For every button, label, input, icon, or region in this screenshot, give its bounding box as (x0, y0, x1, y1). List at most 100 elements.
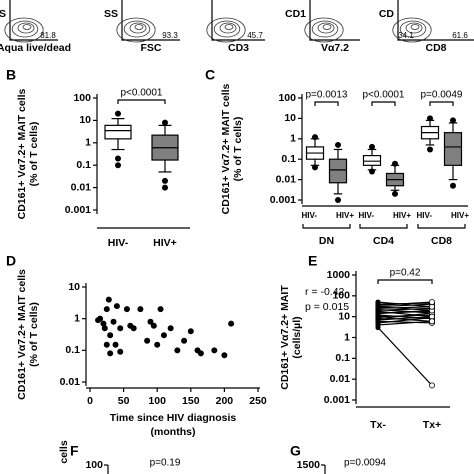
point (392, 190, 398, 197)
contour (17, 22, 35, 34)
group-label: CD8 (431, 235, 452, 247)
panel-label: G (290, 443, 301, 459)
point (162, 177, 168, 184)
point (115, 155, 121, 162)
gate-value: 93.3 (162, 31, 178, 40)
y-tick-label: 100 (278, 92, 296, 104)
x-tick-label: HIV+ (153, 237, 177, 249)
x-tick-label: Tx- (370, 419, 386, 431)
point (369, 168, 375, 175)
flow-x-label: FSC (141, 42, 162, 54)
y-tick-label: 1 (85, 137, 91, 149)
y-axis-label: CD161+ Vα7.2+ MAIT (279, 285, 291, 390)
bracket (314, 101, 339, 106)
x-tick-label: Tx+ (423, 419, 441, 431)
point-after (428, 382, 435, 389)
y-tick-label: 0.01 (60, 376, 81, 388)
contour (134, 24, 144, 30)
point (150, 322, 157, 329)
point (115, 110, 121, 117)
pair-line (377, 308, 433, 314)
x-tick-label: HIV- (358, 211, 374, 220)
point (197, 350, 204, 357)
x-tick-label: 200 (216, 395, 234, 407)
y-axis-label: CD161+ Vα7.2+ MAIT cells (16, 269, 28, 400)
pair-line (377, 306, 433, 309)
panel-label: C (205, 67, 215, 83)
x-tick-label: HIV+ (336, 211, 354, 220)
y-tick-label: 100 (332, 290, 350, 302)
contour (129, 22, 147, 34)
point (157, 306, 164, 313)
point (144, 337, 151, 344)
p-value: p=0.0094 (344, 458, 386, 469)
contour (304, 17, 344, 43)
point (211, 347, 218, 354)
y-tick-label: 0.1 (281, 153, 296, 165)
y-tick-label: 100 (73, 92, 91, 104)
pair-line (377, 317, 433, 324)
point-after (428, 299, 435, 306)
point (113, 303, 120, 310)
point (427, 115, 433, 122)
y-tick-label: 0.001 (65, 204, 91, 216)
point (167, 325, 174, 332)
point (107, 350, 114, 357)
gate-value: 45.7 (247, 31, 263, 40)
x-tick-label: 250 (249, 395, 267, 407)
y-axis-label: CD161+ Vα7.2+ MAIT cells (220, 83, 232, 214)
point (312, 164, 318, 171)
p-value: p<0.0001 (121, 88, 163, 99)
panel-label: B (6, 67, 16, 83)
point (160, 332, 167, 339)
plot-frame (397, 0, 474, 41)
y-tick-label: 1000 (327, 269, 351, 281)
point (427, 146, 433, 153)
y-tick-label: 1 (74, 312, 80, 324)
flow-x-label: Vα7.2 (321, 42, 349, 54)
bracket (371, 101, 396, 106)
y-tick-label: 0.01 (330, 373, 351, 385)
y-tick-label: 10 (68, 281, 80, 293)
bracket (117, 99, 166, 104)
plot-frame (9, 0, 58, 41)
contour (4, 17, 44, 43)
point (369, 143, 375, 150)
bracket (377, 279, 433, 284)
point (147, 318, 154, 325)
point (335, 197, 341, 203)
contour (405, 22, 423, 34)
y-tick-label: 0.01 (276, 173, 297, 185)
y-tick-label: 0.1 (335, 352, 350, 364)
pair-line (377, 320, 433, 326)
y-tick-label: 0.1 (65, 344, 80, 356)
panel-label: F (70, 443, 79, 459)
x-tick-label: 50 (118, 395, 130, 407)
plot-frame (211, 0, 265, 41)
y-tick-label: 10 (338, 310, 350, 322)
pair-line (377, 317, 433, 322)
y-tick-label: 1500 (297, 459, 321, 471)
y-axis-label: (cells/µl) (291, 316, 303, 358)
y-axis-label: (% of T cells) (28, 302, 40, 367)
y-tick-label: 0.001 (270, 194, 296, 206)
box (104, 124, 132, 140)
panel-label: D (6, 253, 16, 269)
point (110, 318, 117, 325)
point (162, 119, 168, 126)
group-bracket (417, 224, 466, 229)
point-before (375, 311, 381, 317)
flow-y-label: SS (104, 8, 118, 20)
y-axis-label: (% of T cells) (232, 117, 244, 182)
flow-x-label: CD3 (228, 42, 249, 54)
point (107, 332, 114, 339)
point (105, 296, 112, 303)
point (312, 134, 318, 141)
pair-line (377, 301, 433, 306)
point-before (375, 306, 381, 313)
y-axis-label: CD161+ Vα7.2+ MAIT cells (16, 88, 28, 219)
x-tick-label: 100 (148, 395, 166, 407)
point (221, 352, 228, 359)
y-axis-label: (% of T cells) (28, 122, 40, 187)
